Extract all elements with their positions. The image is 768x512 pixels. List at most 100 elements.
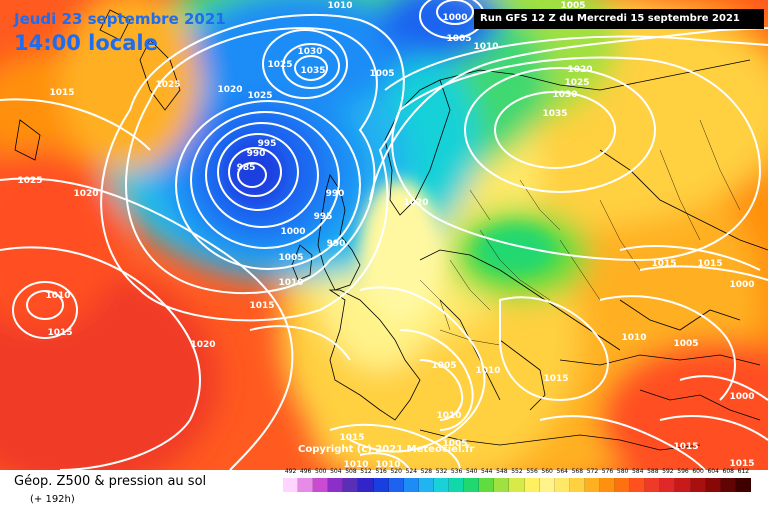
- forecast-lead-time: (+ 192h): [30, 494, 75, 505]
- isobar-label: 1015: [543, 374, 568, 384]
- legend-swatch: [403, 478, 419, 492]
- isobar-label: 1010: [436, 411, 461, 421]
- isobar-label: 990: [247, 149, 266, 159]
- isobar-label: 1020: [217, 85, 242, 95]
- isobar-label: 1015: [673, 442, 698, 452]
- legend-tick-label: 576: [601, 468, 614, 475]
- isobar-label: 1010: [278, 278, 303, 288]
- isobar-label: 990: [326, 189, 345, 199]
- legend-swatch: [660, 478, 676, 492]
- map-footer: Géop. Z500 & pression au sol (+ 192h) 49…: [0, 468, 768, 512]
- isobar-label: 1020: [567, 65, 592, 75]
- legend-swatch: [705, 478, 721, 492]
- legend-tick-label: 592: [662, 468, 674, 475]
- legend-tick-label: 492: [284, 468, 297, 475]
- forecast-date: Jeudi 23 septembre 2021: [14, 10, 226, 28]
- legend-tick-label: 608: [722, 468, 734, 475]
- legend-tick-label: 512: [360, 468, 372, 475]
- isobar-label: 1010: [343, 460, 368, 470]
- legend-swatch: [373, 478, 389, 492]
- legend-swatch: [735, 478, 751, 492]
- legend-tick-label: 568: [571, 468, 584, 475]
- legend-swatch: [569, 478, 585, 492]
- legend-swatch: [418, 478, 434, 492]
- legend-tick-label: 560: [541, 468, 553, 475]
- legend-swatch: [343, 478, 359, 492]
- legend-swatch: [313, 478, 329, 492]
- legend-swatch: [630, 478, 646, 492]
- legend-swatch: [675, 478, 691, 492]
- legend-swatch: [298, 478, 314, 492]
- legend-swatch: [328, 478, 344, 492]
- isobar-label: 990: [327, 239, 346, 249]
- legend-tick-label: 496: [299, 468, 312, 475]
- legend-swatch: [599, 478, 616, 492]
- isobar-label: 1025: [17, 176, 42, 186]
- isobar-label: 1010: [375, 460, 400, 470]
- color-legend: [283, 478, 751, 492]
- isobar-label: 1020: [190, 340, 215, 350]
- isobar-label: 1005: [442, 439, 467, 449]
- isobar-label: 1010: [475, 366, 500, 376]
- legend-tick-label: 520: [390, 468, 402, 475]
- isobar-label: 1015: [651, 259, 676, 269]
- legend-tick-label: 516: [375, 468, 387, 475]
- isobar-label: 1020: [403, 198, 428, 208]
- isobar-label: 1025: [247, 91, 272, 101]
- isobar-label: 1010: [327, 1, 352, 11]
- legend-tick-label: 508: [345, 468, 357, 475]
- legend-swatch: [494, 478, 510, 492]
- isobar-label: 1000: [729, 392, 754, 402]
- legend-tick-label: 536: [450, 468, 463, 475]
- legend-swatch: [690, 478, 706, 492]
- isobar-label: 1005: [673, 339, 698, 349]
- legend-tick-label: 540: [465, 468, 478, 475]
- legend-tick-label: 584: [631, 468, 644, 475]
- legend-tick-label: 604: [707, 468, 719, 475]
- copyright-notice: Copyright (c) 2021 Meteociel.fr: [298, 444, 475, 455]
- isobar-label: 1005: [278, 253, 303, 263]
- isobar-label: 1025: [155, 80, 180, 90]
- legend-tick-label: 504: [330, 468, 342, 475]
- isobar-label: 1010: [473, 42, 498, 52]
- legend-swatch: [358, 478, 374, 492]
- isobar-label: 1010: [621, 333, 646, 343]
- isobar-label: 1005: [446, 34, 471, 44]
- isobar-label: 1005: [560, 1, 585, 11]
- legend-swatch: [645, 478, 661, 492]
- isobar-label: 1005: [431, 361, 456, 371]
- isobar-label: 1015: [339, 433, 364, 443]
- legend-swatch: [720, 478, 736, 492]
- isobar-label: 1030: [297, 47, 322, 57]
- isobar-label: 985: [237, 163, 256, 173]
- legend-swatch: [584, 478, 600, 492]
- legend-tick-label: 544: [481, 468, 493, 475]
- forecast-time: 14:00 locale: [14, 31, 158, 55]
- legend-swatch: [539, 478, 555, 492]
- legend-tick-label: 556: [526, 468, 538, 475]
- legend-tick-labels: 492 496 500 504 508 512 516 520 524 528 532 536 540 5…: [283, 468, 751, 478]
- legend-tick-label: 532: [435, 468, 448, 475]
- isobar-label: 1005: [369, 69, 394, 79]
- legend-swatch: [524, 478, 540, 492]
- country-borders: [419, 119, 741, 346]
- isobar-label: 1015: [697, 259, 722, 269]
- isobar-label: 1035: [300, 66, 325, 76]
- isobar-label: 1025: [564, 78, 589, 88]
- isobar-label: 1020: [73, 189, 98, 199]
- isobar-label: 1035: [542, 109, 567, 119]
- legend-tick-label: 552: [511, 468, 523, 475]
- legend-swatch: [388, 478, 404, 492]
- legend-tick-label: 572: [586, 468, 599, 475]
- legend-swatch: [433, 478, 450, 492]
- legend-tick-label: 524: [405, 468, 418, 475]
- legend-tick-label: 580: [616, 468, 629, 475]
- legend-tick-label: 564: [556, 468, 568, 475]
- legend-swatch: [449, 478, 465, 492]
- isobar-label: 1030: [552, 90, 577, 100]
- isobars: [0, 0, 768, 470]
- isobar-label: 1015: [49, 88, 74, 98]
- legend-tick-label: 600: [692, 468, 704, 475]
- isobar-label: 1025: [267, 60, 292, 70]
